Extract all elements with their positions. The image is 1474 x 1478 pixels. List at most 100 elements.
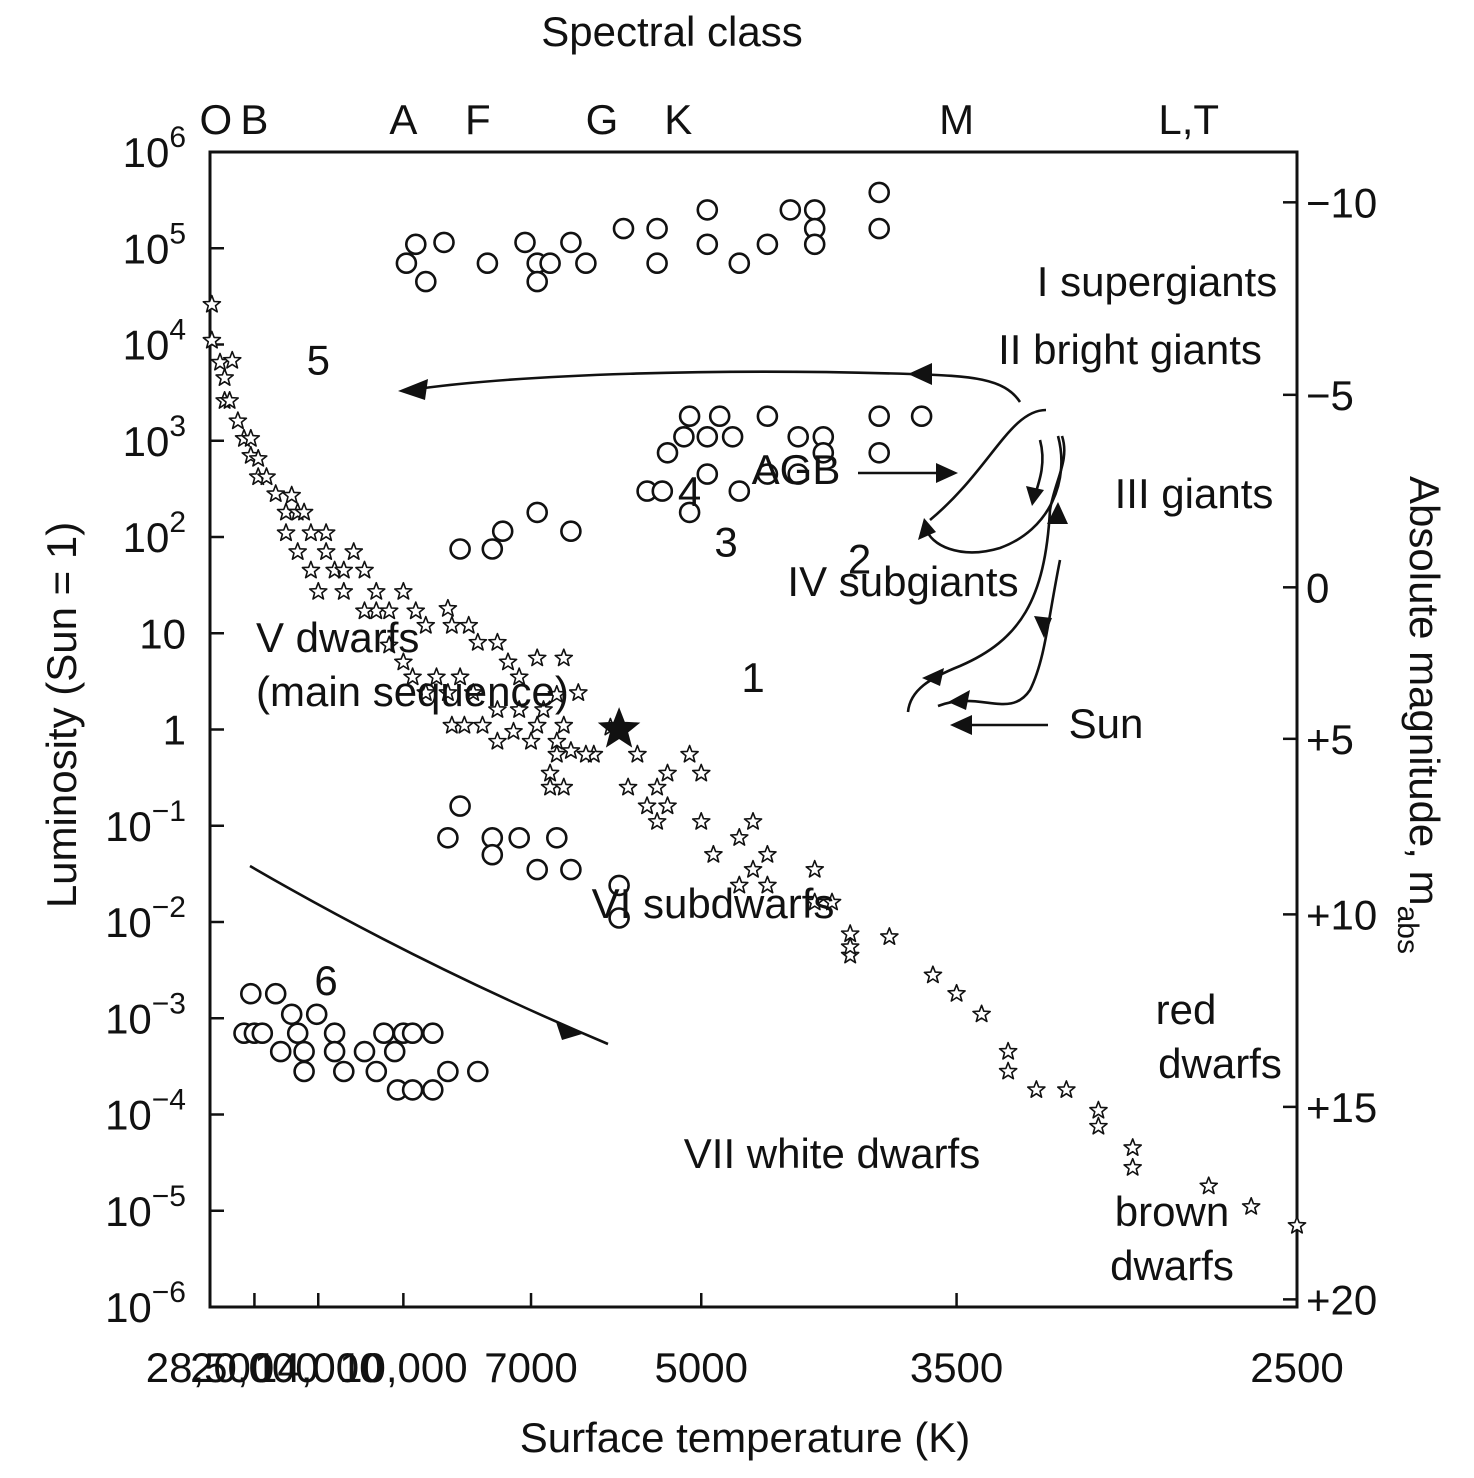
star-point-marker xyxy=(534,700,553,718)
star-point-marker xyxy=(822,892,842,911)
sun-marker xyxy=(597,707,641,748)
star-point-marker xyxy=(488,731,507,750)
track-6-arrowhead xyxy=(556,1022,582,1040)
star-circle-marker xyxy=(560,520,582,543)
star-point-marker xyxy=(561,741,581,759)
y-tick-label: 10−5 xyxy=(105,1180,186,1235)
y-tick-exponent: 5 xyxy=(169,217,186,250)
star-point-marker xyxy=(266,484,286,502)
spectral-class-label: B xyxy=(240,96,268,143)
star-circle-marker xyxy=(293,1040,315,1063)
star-point-marker xyxy=(416,683,436,701)
y-tick-label: 10−4 xyxy=(105,1084,186,1139)
track-3-path xyxy=(924,435,1063,554)
y2-tick-label: +20 xyxy=(1306,1276,1377,1323)
track-label: 3 xyxy=(714,518,737,565)
star-point-marker xyxy=(618,777,638,796)
star-point-marker xyxy=(637,796,657,815)
star-point-marker xyxy=(998,1061,1018,1080)
star-point-marker xyxy=(1027,1080,1046,1098)
y-tick-base: 1 xyxy=(163,707,186,754)
star-point-marker xyxy=(438,598,458,617)
right-axis-ticks: −10 −5 0 +5 +10 +15 +20 xyxy=(1283,179,1377,1323)
label-brown-dwarfs: dwarfs xyxy=(1110,1242,1234,1289)
star-point-marker xyxy=(691,763,711,782)
track-5-path xyxy=(409,370,1022,403)
star-circle-marker xyxy=(401,1079,424,1101)
star-point-marker xyxy=(704,844,723,863)
star-point-marker xyxy=(316,542,336,560)
y-axis-title: Luminosity (Sun = 1) xyxy=(38,522,85,908)
star-point-marker xyxy=(316,523,336,542)
star-circle-marker xyxy=(708,405,731,428)
star-circle-marker xyxy=(868,441,891,464)
label-red-dwarfs: dwarfs xyxy=(1158,1040,1282,1087)
star-circle-marker xyxy=(526,501,549,524)
star-circle-marker xyxy=(910,405,933,428)
star-point-marker xyxy=(282,485,301,504)
star-circle-marker xyxy=(646,252,668,275)
y-tick-base: 10 xyxy=(105,899,152,946)
star-circle-marker xyxy=(868,181,891,204)
star-circle-marker xyxy=(696,233,719,256)
star-point-marker xyxy=(248,449,268,467)
spectral-class-label: G xyxy=(586,96,619,143)
star-point-marker xyxy=(1199,1176,1219,1195)
star-circle-marker xyxy=(646,217,668,240)
star-point-marker xyxy=(1089,1116,1108,1135)
star-circle-marker xyxy=(526,270,549,293)
star-circle-marker xyxy=(421,1022,444,1044)
star-point-marker xyxy=(468,632,488,651)
track-labels: 1 2 34 5 6 xyxy=(307,336,872,1004)
track-4-path xyxy=(929,408,1047,521)
y-tick-exponent: −3 xyxy=(152,987,186,1020)
star-point-marker xyxy=(366,581,386,600)
star-point-marker xyxy=(1287,1215,1307,1234)
spectral-class-label: A xyxy=(389,96,417,143)
star-circle-marker xyxy=(437,826,459,849)
y-tick-label: 10−3 xyxy=(105,987,186,1042)
star-point-marker xyxy=(840,937,860,956)
star-circle-marker xyxy=(868,217,891,240)
y-tick-exponent: −6 xyxy=(152,1276,186,1309)
star-circle-marker xyxy=(481,843,504,866)
y-tick-label: 10−6 xyxy=(105,1276,186,1331)
star-circle-marker xyxy=(560,231,582,254)
star-point-marker xyxy=(1089,1100,1108,1119)
star-point-marker xyxy=(301,560,321,579)
star-point-marker xyxy=(288,542,307,560)
star-point-marker xyxy=(998,1041,1018,1060)
star-circle-marker xyxy=(401,1022,424,1044)
star-circle-marker xyxy=(449,538,471,560)
y-tick-base: 10 xyxy=(123,514,170,561)
star-circle-marker xyxy=(323,1040,346,1063)
track-2-low-arrowhead xyxy=(922,668,944,686)
star-circle-marker xyxy=(868,405,891,428)
track-label: 2 xyxy=(848,535,871,582)
track-label: 4 xyxy=(678,468,701,515)
star-circle-marker xyxy=(560,858,582,881)
x-tick-label: 7000 xyxy=(484,1344,577,1391)
star-circle-marker xyxy=(721,425,744,448)
star-circle-marker xyxy=(678,405,701,428)
star-circle-marker xyxy=(466,1060,489,1083)
star-point-marker xyxy=(547,684,567,703)
star-point-marker xyxy=(1241,1197,1261,1215)
star-point-marker xyxy=(576,744,596,763)
star-point-marker xyxy=(658,796,677,815)
star-circle-marker xyxy=(476,252,499,275)
star-point-marker xyxy=(880,927,899,945)
star-circle-marker xyxy=(514,231,536,254)
star-circle-marker xyxy=(280,1003,303,1026)
star-point-marker xyxy=(1123,1157,1142,1176)
y2-tick-label: −5 xyxy=(1306,372,1354,419)
star-point-marker xyxy=(394,581,413,600)
star-point-marker xyxy=(547,744,567,763)
star-point-marker xyxy=(379,635,399,654)
star-point-marker xyxy=(379,601,399,620)
star-point-marker xyxy=(344,542,364,560)
y2-axis-title: Absolute magnitude, mabs xyxy=(1391,476,1448,954)
track-5-mid-arrowhead xyxy=(908,363,932,385)
star-point-marker xyxy=(406,601,426,620)
star-circle-marker xyxy=(803,233,826,256)
